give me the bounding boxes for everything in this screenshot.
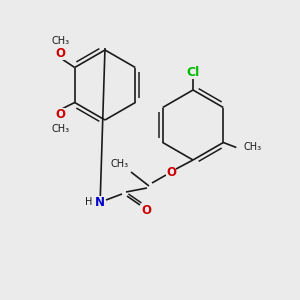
Text: N: N xyxy=(95,196,105,208)
Text: CH₃: CH₃ xyxy=(52,124,70,134)
Text: O: O xyxy=(166,166,176,178)
Text: CH₃: CH₃ xyxy=(243,142,261,152)
Text: Cl: Cl xyxy=(186,65,200,79)
Text: CH₃: CH₃ xyxy=(52,35,70,46)
Text: O: O xyxy=(56,47,66,60)
Text: H: H xyxy=(85,197,92,207)
Text: O: O xyxy=(56,108,66,121)
Text: O: O xyxy=(141,203,151,217)
Text: CH₃: CH₃ xyxy=(111,159,129,169)
